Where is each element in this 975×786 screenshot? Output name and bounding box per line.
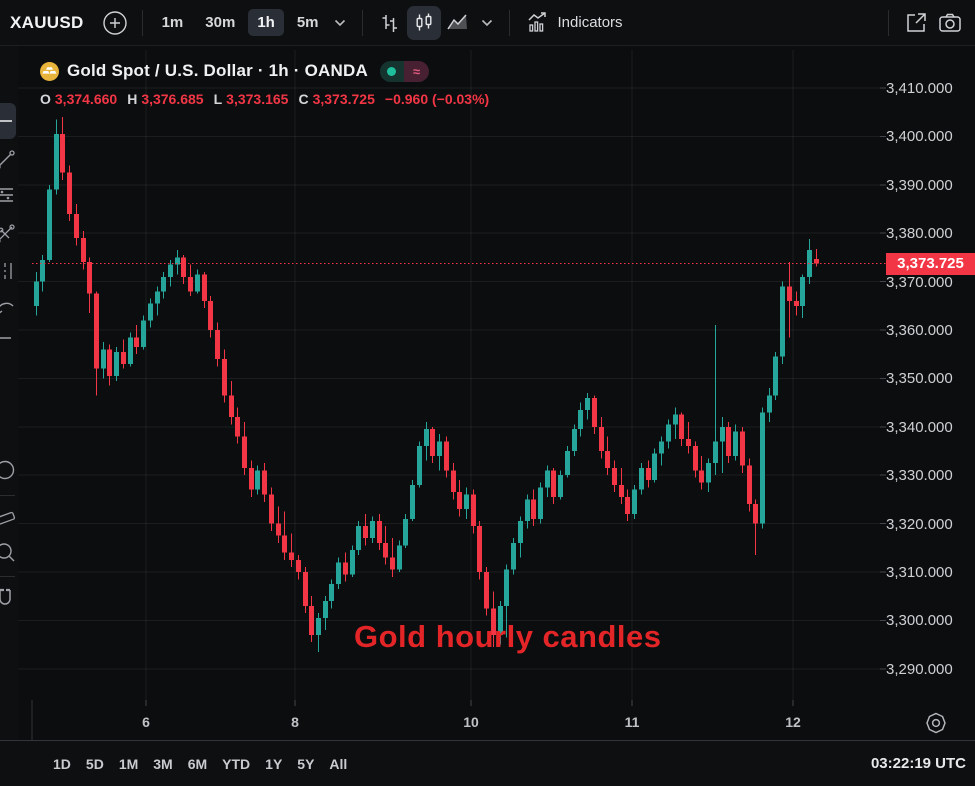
gold-bars-icon (42, 66, 57, 74)
range-button-6M[interactable]: 6M (187, 755, 208, 772)
low-value: 3,373.165 (226, 91, 289, 107)
area-style-button[interactable] (441, 6, 475, 40)
time-tick-label: 6 (142, 714, 150, 730)
price-tick-label: 3,370.000 (886, 273, 953, 291)
ohlc-readout: O 3,374.660 H 3,376.685 L 3,373.165 C 3,373.… (40, 91, 489, 107)
ruler-icon[interactable] (0, 505, 18, 531)
current-price-label: 3,373.725 (886, 252, 975, 275)
open-in-new-window-icon (907, 12, 926, 32)
gear-icon (926, 712, 946, 734)
indicators-label: Indicators (557, 14, 623, 31)
price-tick-label: 3,350.000 (886, 370, 953, 388)
plus-circle-icon (102, 10, 127, 35)
bar-chart-style-icon (382, 14, 397, 32)
brush-icon[interactable] (0, 294, 18, 320)
clock-utc[interactable]: 03:22:19 UTC (870, 755, 966, 772)
time-tick-label: 10 (463, 714, 479, 730)
price-tick-label: 3,300.000 (886, 612, 953, 630)
chevron-down-icon (481, 19, 492, 26)
camera-snapshot-icon (939, 13, 961, 32)
high-value: 3,376.685 (141, 91, 204, 107)
sidebar-divider (0, 576, 15, 577)
close-value: 3,373.725 (312, 91, 375, 107)
pattern-icon[interactable] (0, 331, 18, 357)
low-label: L (213, 91, 223, 107)
range-button-5Y[interactable]: 5Y (297, 755, 315, 772)
style-menu-button[interactable] (475, 6, 499, 40)
indicators-button[interactable]: Indicators (520, 6, 629, 40)
toolbar-divider (141, 9, 143, 36)
interval-button-5m[interactable]: 5m (296, 14, 319, 31)
snapshot-button[interactable] (933, 6, 967, 40)
price-tick-label: 3,340.000 (886, 418, 953, 436)
fib-lines-icon[interactable] (0, 182, 18, 208)
price-tick-label: 3,400.000 (886, 128, 953, 146)
time-tick-label: 8 (291, 714, 299, 730)
circle-shape-icon[interactable] (0, 457, 18, 483)
open-label: O (40, 91, 51, 107)
chevron-down-icon (334, 19, 345, 26)
price-tick-label: 3,310.000 (886, 564, 953, 581)
interval-button-30m[interactable]: 30m (205, 14, 236, 31)
candlestick-style-icon (416, 13, 432, 30)
drawing-toolbar (0, 45, 18, 740)
price-tick-label: 3,380.000 (886, 225, 953, 243)
cursor-crosshair-icon (0, 120, 12, 122)
interval-button-1h[interactable]: 1h (248, 9, 284, 36)
close-label: C (298, 91, 309, 107)
trend-line-icon[interactable] (0, 147, 18, 173)
price-tick-label: 3,390.000 (886, 176, 953, 194)
price-tick-label: 3,410.000 (886, 80, 953, 97)
pitchfork-icon[interactable] (0, 221, 18, 247)
range-button-1Y[interactable]: 1Y (265, 755, 283, 772)
legend: Gold Spot / U.S. Dollar · 1h · OANDA ≈ O… (40, 58, 489, 107)
range-button-All[interactable]: All (329, 755, 348, 772)
range-button-YTD[interactable]: YTD (222, 755, 251, 772)
open-in-new-window-button[interactable] (899, 6, 933, 40)
high-label: H (127, 91, 138, 107)
top-toolbar: XAUUSD 1m 30m 1h 5m (0, 0, 975, 46)
price-tick-label: 3,360.000 (886, 322, 953, 339)
price-tick-label: 3,330.000 (886, 467, 953, 485)
price-tick-label: 3,290.000 (886, 660, 953, 678)
change-value: −0.960 (−0.03%) (384, 91, 490, 107)
zoom-in-icon[interactable] (0, 539, 18, 565)
range-button-1M[interactable]: 1M (118, 755, 139, 772)
range-button-3M[interactable]: 3M (153, 755, 173, 772)
chart-annotation-text[interactable]: Gold hourly candles (354, 619, 662, 654)
interval-menu-button[interactable] (328, 6, 352, 40)
approx-status-icon: ≈ (403, 60, 429, 82)
market-status-pill[interactable]: ≈ (379, 60, 429, 82)
sidebar-divider (0, 495, 15, 496)
toolbar-divider (888, 9, 889, 36)
indicators-icon (527, 11, 546, 32)
area-chart-style-icon (446, 14, 467, 29)
time-tick-label: 12 (785, 714, 801, 730)
symbol-name[interactable]: XAUUSD (10, 12, 84, 32)
magnet-icon[interactable] (0, 585, 18, 611)
interval-group: 1m 30m 1h 5m (153, 9, 328, 36)
toolbar-divider (508, 9, 510, 36)
symbol-title[interactable]: Gold Spot / U.S. Dollar · 1h · OANDA (67, 61, 368, 80)
time-tick-label: 11 (624, 714, 640, 730)
open-value: 3,374.660 (54, 91, 118, 107)
gold-symbol-logo (40, 61, 59, 81)
date-range-group: 1D 5D 1M 3M 6M YTD 1Y 5Y All (0, 756, 347, 772)
axis-settings-button[interactable] (923, 710, 949, 736)
long-position-icon[interactable] (0, 258, 18, 284)
toolbar-divider (361, 9, 363, 36)
price-tick-label: 3,320.000 (886, 515, 953, 533)
bar-style-button[interactable] (373, 6, 407, 40)
range-button-1D[interactable]: 1D (53, 755, 71, 772)
candlestick-style-button[interactable] (406, 5, 441, 40)
interval-button-1m[interactable]: 1m (161, 14, 184, 31)
live-status-dot (379, 60, 404, 82)
range-button-5D[interactable]: 5D (85, 755, 104, 772)
compare-add-button[interactable] (98, 6, 132, 40)
bottom-toolbar: 1D 5D 1M 3M 6M YTD 1Y 5Y All 03:22:19 UTC (0, 740, 975, 786)
